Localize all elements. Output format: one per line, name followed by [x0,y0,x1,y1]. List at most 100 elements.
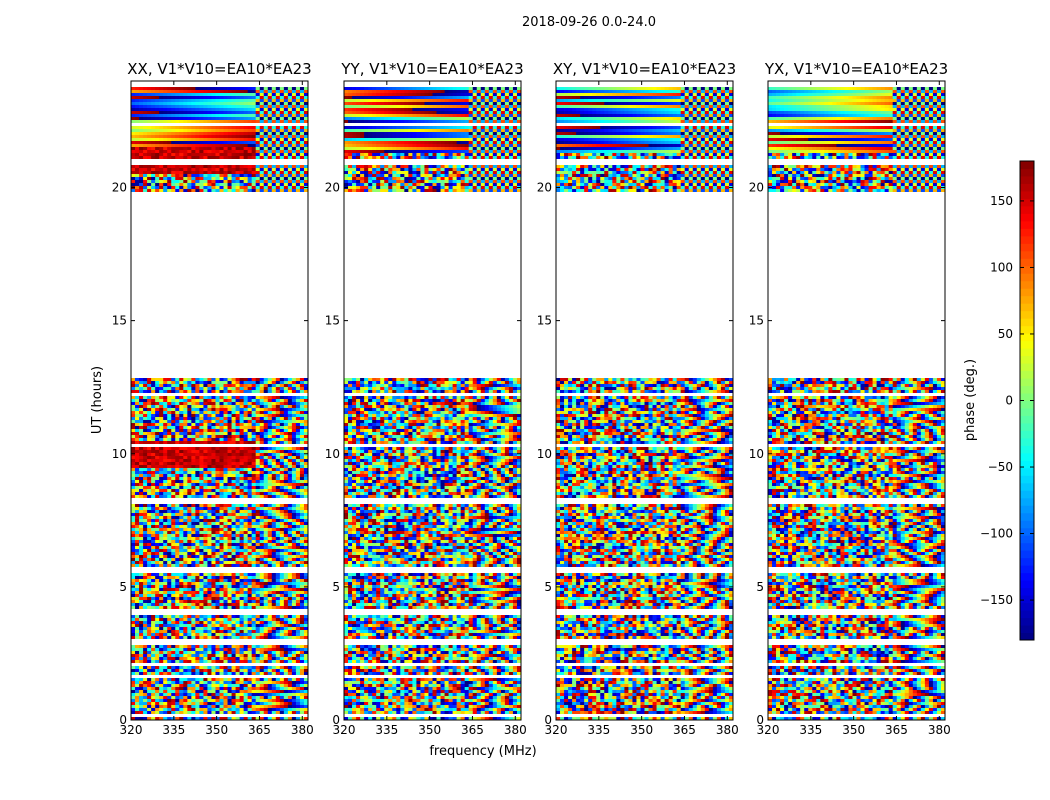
colorbar-tick-label: 150 [990,194,1013,208]
panel-title: XY, V1*V10=EA10*EA23 [553,60,736,78]
colorbar-step [1020,326,1034,334]
colorbar-step [1020,550,1034,558]
x-tick-label: 350 [842,723,865,737]
colorbar-step [1020,558,1034,566]
y-tick-label: 10 [749,447,764,461]
y-tick-label: 10 [325,447,340,461]
y-tick-label: 15 [749,314,764,328]
phase-heatmap [344,87,521,720]
phase-heatmap [131,87,308,720]
x-tick-label: 350 [418,723,441,737]
colorbar-step [1020,490,1034,498]
y-tick-label: 5 [332,580,340,594]
colorbar-step [1020,565,1034,573]
panel-title: YX, V1*V10=EA10*EA23 [764,60,948,78]
colorbar-step [1020,191,1034,199]
colorbar-step [1020,408,1034,416]
colorbar-step [1020,356,1034,364]
colorbar-step [1020,483,1034,491]
colorbar-step [1020,633,1034,641]
colorbar-step [1020,296,1034,304]
x-tick-label: 365 [461,723,484,737]
x-tick-label: 350 [630,723,653,737]
colorbar-step [1020,183,1034,191]
colorbar-label: phase (deg.) [963,359,978,441]
y-tick-label: 0 [332,713,340,727]
y-tick-label: 15 [537,314,552,328]
colorbar-step [1020,236,1034,244]
x-tick-label: 380 [928,723,951,737]
colorbar-step [1020,528,1034,536]
colorbar-step [1020,168,1034,176]
panel-title: YY, V1*V10=EA10*EA23 [340,60,523,78]
colorbar-step [1020,603,1034,611]
y-tick-label: 10 [537,447,552,461]
colorbar-step [1020,610,1034,618]
colorbar-step [1020,251,1034,259]
colorbar-step [1020,228,1034,236]
y-tick-label: 0 [756,713,764,727]
y-axis-label: UT (hours) [90,366,105,434]
colorbar-tick-label: 0 [1005,394,1013,408]
x-tick-label: 335 [162,723,185,737]
colorbar-step [1020,535,1034,543]
colorbar-step [1020,453,1034,461]
colorbar-step [1020,386,1034,394]
colorbar-step [1020,401,1034,409]
x-tick-label: 350 [205,723,228,737]
colorbar-step [1020,625,1034,633]
colorbar-step [1020,580,1034,588]
y-tick-label: 0 [119,713,127,727]
colorbar-step [1020,206,1034,214]
x-tick-label: 365 [885,723,908,737]
colorbar-step [1020,595,1034,603]
colorbar-step [1020,588,1034,596]
colorbar-step [1020,415,1034,423]
colorbar-step [1020,161,1034,169]
figure: 2018-09-26 0.0-24.0 XX, V1*V10=EA10*EA23… [0,0,1050,800]
colorbar-step [1020,393,1034,401]
x-tick-label: 335 [375,723,398,737]
colorbar-step [1020,371,1034,379]
colorbar-step [1020,618,1034,626]
colorbar-step [1020,348,1034,356]
x-tick-label: 380 [291,723,314,737]
y-tick-label: 20 [537,181,552,195]
suptitle: 2018-09-26 0.0-24.0 [522,15,656,30]
y-tick-label: 15 [325,314,340,328]
colorbar-step [1020,243,1034,251]
colorbar-step [1020,543,1034,551]
colorbar-step [1020,341,1034,349]
y-tick-label: 5 [756,580,764,594]
colorbar-step [1020,176,1034,184]
colorbar-step [1020,221,1034,229]
x-tick-label: 335 [587,723,610,737]
y-tick-label: 15 [112,314,127,328]
colorbar-step [1020,430,1034,438]
colorbar-step [1020,505,1034,513]
colorbar-step [1020,438,1034,446]
colorbar-tick-label: −50 [988,460,1013,474]
y-tick-label: 5 [119,580,127,594]
y-tick-label: 20 [749,181,764,195]
colorbar-step [1020,573,1034,581]
y-tick-label: 20 [325,181,340,195]
x-tick-label: 365 [673,723,696,737]
y-tick-label: 10 [112,447,127,461]
colorbar-step [1020,498,1034,506]
colorbar-tick-label: 100 [990,260,1013,274]
colorbar-step [1020,281,1034,289]
colorbar-step [1020,198,1034,206]
y-tick-label: 5 [544,580,552,594]
x-tick-label: 365 [248,723,271,737]
colorbar-tick-label: −150 [980,593,1013,607]
colorbar-tick-label: −100 [980,527,1013,541]
phase-heatmap [556,87,733,720]
colorbar-step [1020,445,1034,453]
phase-heatmap [768,87,945,720]
